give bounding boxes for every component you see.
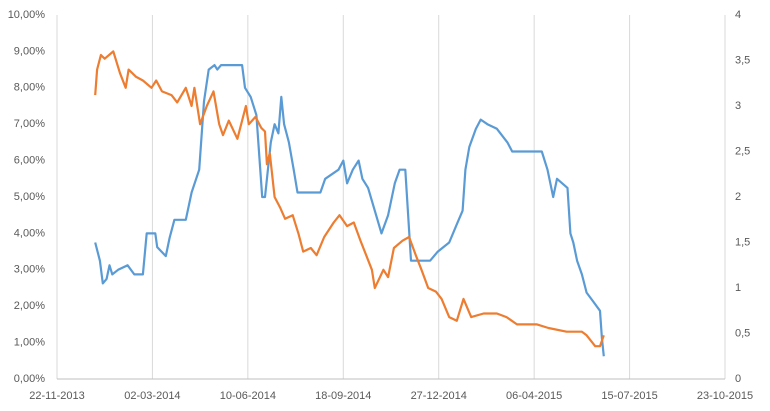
y-tick-label: 7,00% [14,118,45,130]
y2-tick-label: 0,5 [735,327,750,339]
y-tick-label: 9,00% [14,45,45,57]
y2-tick-label: 1 [735,282,741,294]
y2-tick-label: 2,5 [735,145,750,157]
line-series [94,63,605,357]
y2-tick-label: 1,5 [735,236,750,248]
y2-tick-label: 2 [735,191,741,203]
y2-tick-label: 3,5 [735,54,750,66]
y-tick-label: 6,00% [14,155,45,167]
y-tick-label: 3,00% [14,264,45,276]
y-tick-label: 4,00% [14,227,45,239]
y2-tick-label: 0 [735,373,741,385]
x-tick-label: 23-10-2015 [697,390,753,402]
x-tick-label: 18-09-2014 [315,390,371,402]
y-tick-label: 5,00% [14,191,45,203]
y-tick-label: 2,00% [14,300,45,312]
y-tick-label: 10,00% [8,9,46,21]
y-tick-label: 0,00% [14,373,45,385]
y-tick-label: 1,00% [14,337,45,349]
x-tick-label: 06-04-2015 [506,390,562,402]
y2-tick-label: 4 [735,9,741,21]
x-tick-label: 27-12-2014 [411,390,467,402]
y2-tick-label: 3 [735,100,741,112]
line-series [94,50,605,348]
x-tick-label: 02-03-2014 [124,390,180,402]
x-tick-label: 15-07-2015 [601,390,657,402]
x-tick-label: 10-06-2014 [220,390,276,402]
x-tick-label: 22-11-2013 [29,390,84,402]
y-tick-label: 8,00% [14,82,45,94]
